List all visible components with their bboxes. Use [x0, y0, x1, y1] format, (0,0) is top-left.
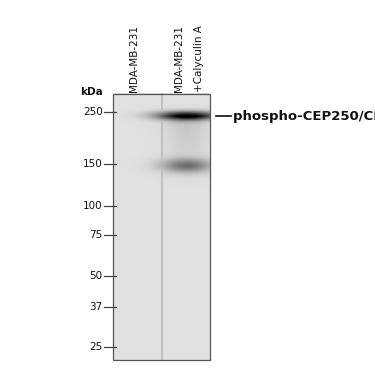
- Text: 75: 75: [90, 230, 103, 240]
- Text: kDa: kDa: [80, 87, 103, 97]
- Text: phospho-CEP250/CNAP1 (S2421): phospho-CEP250/CNAP1 (S2421): [232, 110, 375, 123]
- Text: 250: 250: [83, 107, 103, 117]
- Text: 100: 100: [83, 201, 103, 211]
- Text: MDA-MB-231: MDA-MB-231: [174, 25, 184, 92]
- Text: 50: 50: [90, 272, 103, 281]
- Text: 25: 25: [90, 342, 103, 352]
- Text: 150: 150: [83, 159, 103, 170]
- Text: +Calyculin A: +Calyculin A: [194, 25, 204, 92]
- Bar: [112, 94, 210, 360]
- Text: 37: 37: [90, 302, 103, 312]
- Text: MDA-MB-231: MDA-MB-231: [129, 25, 139, 92]
